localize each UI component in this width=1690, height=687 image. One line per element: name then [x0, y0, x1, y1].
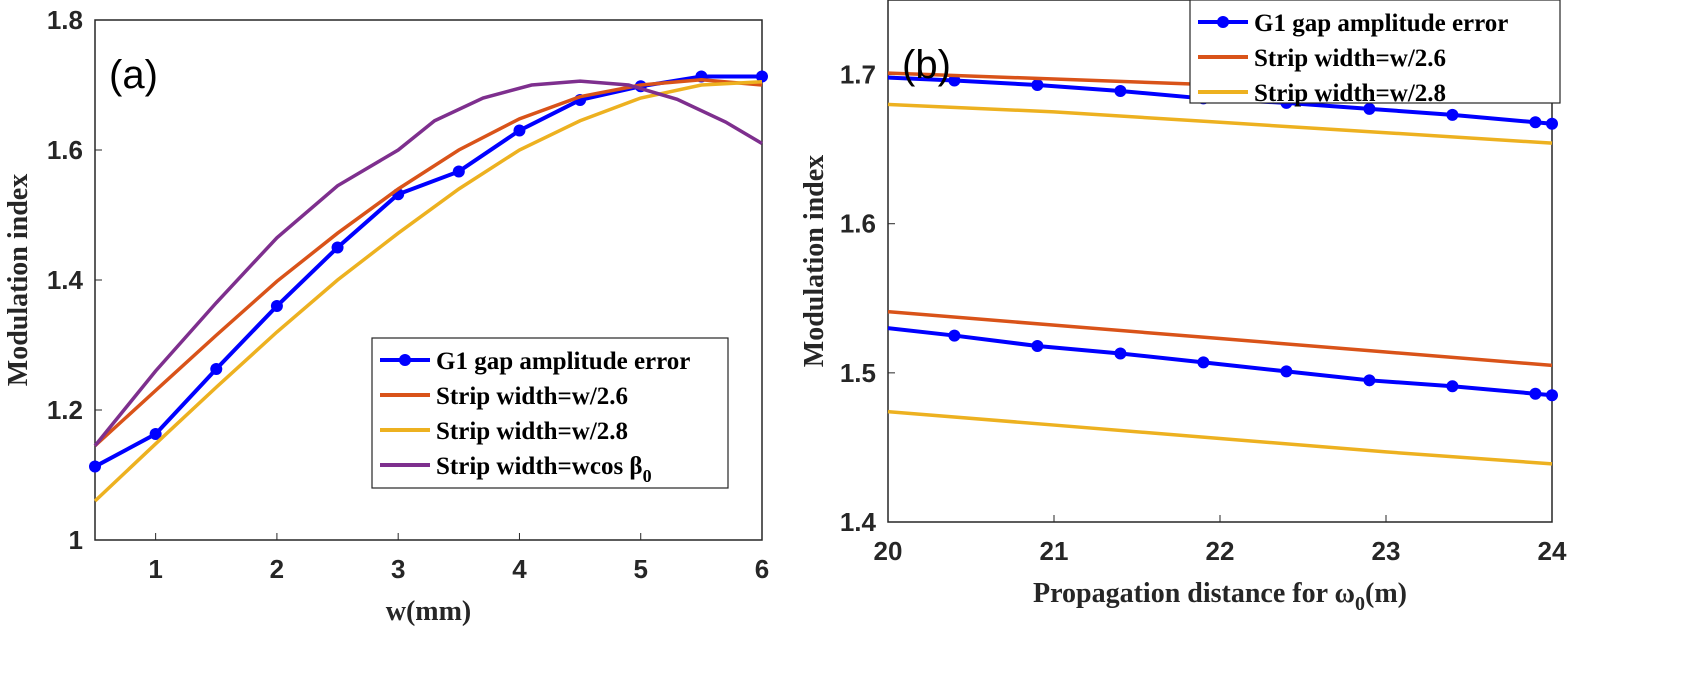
series-line-5	[887, 409, 1553, 466]
legend-marker	[399, 354, 411, 366]
y-tick-label: 1.6	[840, 209, 876, 239]
legend-entry: G1 gap amplitude error	[436, 348, 690, 375]
y-axis-label: Modulation index	[3, 174, 34, 386]
data-point	[331, 241, 344, 254]
series-line-3	[887, 326, 1553, 398]
data-point	[756, 70, 768, 83]
y-tick-label: 1.2	[47, 395, 83, 425]
panel-label: (a)	[109, 53, 158, 97]
x-axis-label-suffix: (m)	[1365, 578, 1407, 609]
data-point	[452, 165, 465, 178]
y-tick-label: 1.5	[840, 358, 876, 388]
data-point	[270, 300, 283, 312]
legend-marker	[1217, 16, 1229, 28]
legend-box	[371, 337, 729, 489]
series-line-1	[93, 78, 763, 448]
legend-entry: Strip width=w/2.6	[436, 383, 628, 410]
x-tick-label: 6	[755, 554, 769, 584]
x-tick-label: 22	[1206, 536, 1235, 566]
data-point	[1363, 102, 1376, 115]
data-point	[1446, 380, 1459, 393]
x-tick-label: 2	[270, 554, 284, 584]
data-point	[1529, 387, 1542, 400]
x-tick-label: 1	[148, 554, 162, 584]
legend: G1 gap amplitude error Strip width=w/2.6 S…	[1189, 0, 1561, 107]
y-tick-label: 1	[69, 525, 83, 555]
data-point	[948, 329, 961, 342]
x-axis-label-text: w(mm)	[386, 596, 472, 627]
series-line-4	[887, 309, 1553, 368]
series-line-3	[93, 79, 763, 447]
legend-entry: Strip width=w/2.6	[1254, 45, 1446, 72]
x-tick-label: 5	[633, 554, 647, 584]
data-point	[1114, 347, 1127, 360]
chart-b: 20 21 22 23 24 1.4 1.5 1.6 1.7 (b) Propagation dis…	[799, 0, 1567, 615]
data-point	[1529, 116, 1542, 129]
data-point	[210, 363, 223, 376]
data-point	[1546, 389, 1558, 402]
y-tick-label: 1.8	[47, 5, 83, 35]
data-point	[1363, 374, 1376, 387]
series-line-2	[887, 102, 1553, 145]
panel-label: (b)	[902, 43, 951, 87]
data-point	[1031, 340, 1044, 353]
data-point	[1031, 79, 1044, 92]
legend-entry: Strip width=w/2.8	[436, 418, 628, 445]
x-tick-label: 21	[1040, 536, 1069, 566]
data-point	[1280, 365, 1293, 378]
data-point	[948, 74, 961, 87]
data-point	[1114, 84, 1127, 97]
y-tick-label: 1.4	[47, 265, 84, 295]
y-tick-label: 1.6	[47, 135, 83, 165]
legend-box	[1189, 0, 1561, 104]
legend-entry: Strip width=w/2.8	[1254, 80, 1446, 107]
legend: G1 gap amplitude error Strip width=w/2.6 S…	[371, 337, 729, 489]
chart-a: 1 2 3 4 5 6 1 1.2 1.4 1.6 1.8 (a) w(mm) Modulation in…	[3, 5, 769, 627]
x-axis-label-text: Propagation distance for ω	[1033, 578, 1355, 609]
data-point	[89, 460, 101, 473]
x-tick-label: 24	[1538, 536, 1567, 566]
data-point	[149, 428, 162, 441]
x-tick-label: 4	[512, 554, 527, 584]
data-point	[1197, 356, 1210, 369]
x-axis-label-subscript: 0	[1355, 593, 1365, 615]
x-axis-label: w(mm)	[386, 596, 472, 627]
data-point	[1446, 108, 1459, 121]
series-line-2	[93, 80, 763, 503]
y-tick-label: 1.7	[840, 60, 876, 90]
x-tick-label: 20	[874, 536, 903, 566]
x-tick-label: 23	[1372, 536, 1401, 566]
data-point	[1546, 117, 1558, 130]
y-axis-label: Modulation index	[799, 155, 830, 367]
legend-entry: Strip width=wcos β0	[436, 453, 652, 486]
data-point	[513, 124, 526, 137]
x-tick-label: 3	[391, 554, 405, 584]
legend-entry: G1 gap amplitude error	[1254, 10, 1508, 37]
y-tick-label: 1.4	[840, 507, 877, 537]
x-axis-label: Propagation distance for ω0(m)	[1033, 578, 1407, 615]
